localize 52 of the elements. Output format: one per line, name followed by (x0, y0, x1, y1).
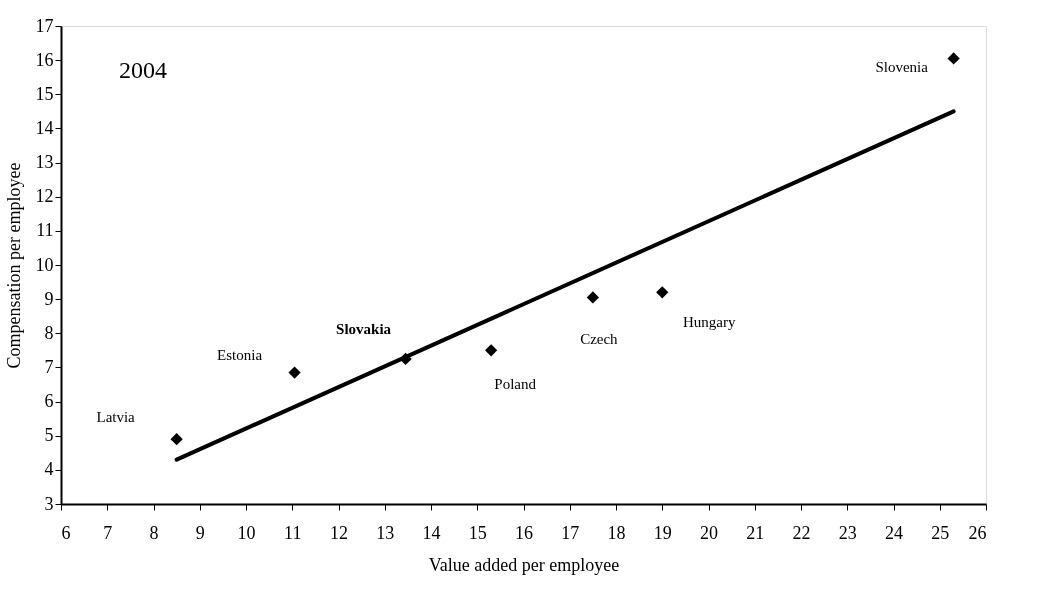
x-tick-label: 17 (561, 522, 580, 543)
x-tick-label: 20 (700, 522, 718, 543)
annotation: Hungary (683, 314, 736, 331)
y-tick-label: 10 (35, 254, 54, 275)
annotation: Slovakia (336, 320, 392, 337)
y-tick-label: 16 (35, 49, 54, 70)
point (288, 366, 301, 379)
y-tick-label: 8 (44, 322, 54, 343)
annotation: 2004 (119, 57, 167, 83)
y-tick-label: 7 (44, 356, 54, 377)
x-tick-label: 11 (284, 522, 302, 543)
x-tick-label: 16 (515, 522, 533, 543)
annotation: Slovenia (875, 59, 929, 76)
x-tick-label: 6 (61, 522, 71, 543)
x-tick-label: 12 (330, 522, 348, 543)
x-tick-label: 23 (838, 522, 857, 543)
y-tick-label: 13 (35, 152, 54, 173)
x-tick-label: 13 (376, 522, 395, 543)
y-tick-label: 17 (35, 15, 54, 36)
x-tick-label: 22 (792, 522, 811, 543)
annotation: Poland (494, 376, 537, 393)
x-tick-label: 18 (607, 522, 626, 543)
point (947, 52, 960, 65)
annotation: Czech (580, 331, 619, 348)
x-tick-label: 19 (653, 522, 672, 543)
y-tick-label: 3 (44, 493, 54, 514)
y-tick-label: 9 (44, 288, 54, 309)
y-tick-label: 4 (44, 459, 54, 480)
y-tick-label: 15 (35, 83, 54, 104)
x-axis-title: Value added per employee (428, 554, 620, 575)
annotation: Latvia (96, 409, 136, 426)
point (170, 433, 183, 446)
x-tick-label: 21 (746, 522, 765, 543)
point (586, 291, 599, 304)
annotation: Estonia (217, 346, 263, 363)
y-tick-label: 14 (35, 117, 54, 138)
y-tick-label: 6 (44, 391, 54, 412)
y-tick-label: 12 (35, 186, 54, 207)
point (656, 286, 669, 299)
x-tick-label: 8 (149, 522, 159, 543)
x-tick-label: 25 (931, 522, 950, 543)
y-axis-title: Compensation per employee (3, 162, 24, 369)
y-tick-label: 11 (36, 220, 54, 241)
x-tick-label: 24 (885, 522, 903, 543)
x-tick-label: 14 (422, 522, 441, 543)
x-tick-label: 9 (195, 522, 205, 543)
x-tick-label: 7 (103, 522, 113, 543)
x-tick-label: 15 (468, 522, 487, 543)
x-tick-label: 26 (968, 522, 987, 543)
y-tick-label: 5 (44, 425, 54, 446)
point (485, 344, 498, 357)
x-tick-label: 10 (237, 522, 256, 543)
